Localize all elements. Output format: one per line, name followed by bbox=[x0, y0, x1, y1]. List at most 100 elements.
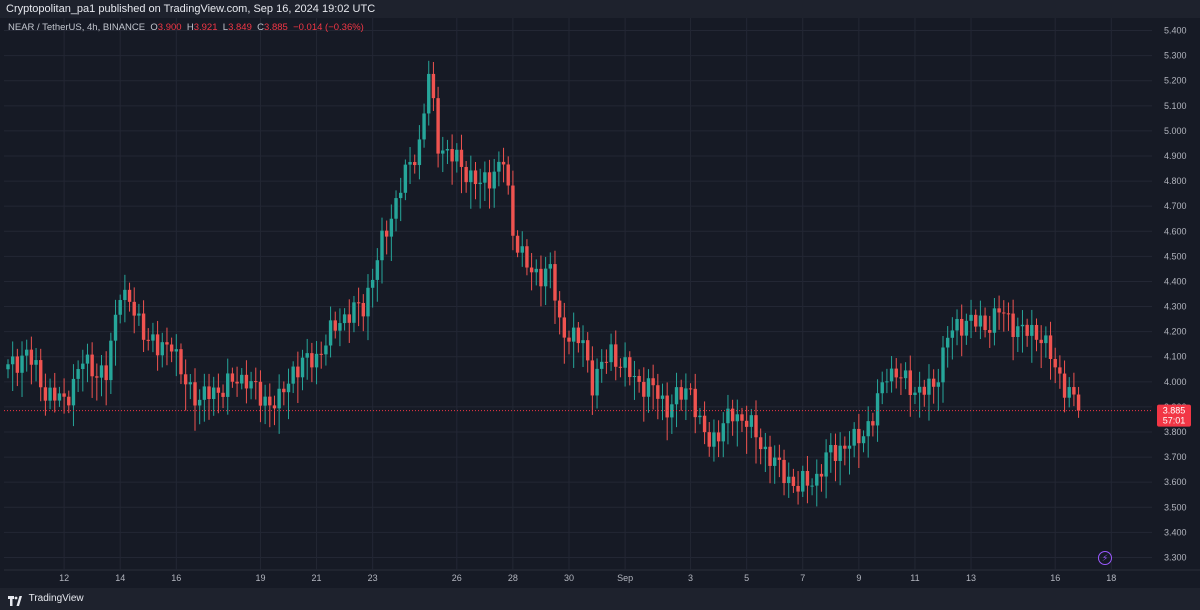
candle-body bbox=[768, 446, 772, 466]
publish-text: Cryptopolitan_pa1 published on TradingVi… bbox=[6, 3, 376, 15]
y-tick-label: 4.600 bbox=[1164, 226, 1187, 236]
candle-body bbox=[160, 342, 164, 356]
candle-body bbox=[1039, 339, 1043, 344]
candle-body bbox=[744, 420, 749, 427]
candle-body bbox=[263, 396, 267, 406]
candle-body bbox=[539, 268, 543, 287]
candle-body bbox=[25, 349, 29, 356]
candle-body bbox=[885, 381, 889, 383]
candle-body bbox=[366, 287, 370, 317]
candle-body bbox=[824, 452, 828, 477]
candle-body bbox=[10, 356, 15, 365]
candle-body bbox=[254, 381, 258, 383]
candle-body bbox=[226, 373, 230, 397]
high-label: H bbox=[186, 22, 194, 33]
candle-body bbox=[810, 485, 814, 487]
open-value: 3.900 bbox=[157, 22, 182, 33]
candle-body bbox=[642, 381, 646, 397]
candle-body bbox=[927, 378, 931, 395]
candle-body bbox=[969, 314, 973, 321]
candle-body bbox=[670, 404, 674, 418]
candlestick-chart[interactable]: 5.400 5.300 5.200 5.100 5.000 4.900 4.800 4.700… bbox=[0, 18, 1200, 588]
candle-body bbox=[829, 444, 833, 453]
candle-body bbox=[899, 377, 903, 379]
candle-body bbox=[272, 405, 277, 409]
candle-body bbox=[216, 387, 221, 393]
candle-body bbox=[688, 388, 693, 390]
candle-body bbox=[328, 320, 333, 346]
candle-body bbox=[282, 388, 286, 393]
candle-body bbox=[922, 386, 926, 395]
candle-body bbox=[197, 399, 202, 406]
candle-body bbox=[151, 334, 155, 341]
candle-body bbox=[497, 161, 501, 172]
y-tick-label: 4.900 bbox=[1164, 151, 1187, 161]
candle-body bbox=[169, 344, 174, 352]
x-tick-label: 19 bbox=[255, 573, 265, 583]
candle-body bbox=[6, 364, 10, 370]
x-tick-label: 16 bbox=[171, 573, 181, 583]
candle-body bbox=[698, 415, 702, 418]
candle-body bbox=[679, 387, 683, 400]
candle-body bbox=[1030, 324, 1034, 336]
candle-body bbox=[763, 446, 768, 450]
symbol-legend: NEAR / TetherUS, 4h, BINANCE O3.900 H3.9… bbox=[8, 22, 364, 34]
candle-body bbox=[258, 381, 263, 406]
candle-body bbox=[889, 368, 894, 382]
candle-body bbox=[1062, 373, 1067, 398]
y-tick-label: 4.300 bbox=[1164, 302, 1187, 312]
candle-body bbox=[113, 314, 118, 341]
candle-body bbox=[71, 378, 76, 406]
candle-body bbox=[487, 172, 492, 189]
candle-body bbox=[48, 387, 52, 401]
lightning-icon[interactable]: ⚡ bbox=[1098, 551, 1112, 565]
candle-body bbox=[721, 423, 725, 442]
price-axis-panel bbox=[1152, 18, 1200, 588]
candle-body bbox=[913, 392, 917, 396]
candle-body bbox=[586, 340, 590, 361]
x-tick-label: 5 bbox=[744, 573, 749, 583]
candle-body bbox=[866, 421, 870, 437]
x-tick-label: 18 bbox=[1106, 573, 1116, 583]
candle-body bbox=[422, 113, 426, 140]
candle-body bbox=[417, 139, 422, 166]
y-tick-label: 3.300 bbox=[1164, 552, 1187, 562]
candle-body bbox=[43, 387, 48, 401]
x-tick-label: Sep bbox=[617, 573, 633, 583]
candle-body bbox=[67, 396, 71, 406]
candle-body bbox=[193, 382, 197, 406]
candle-body bbox=[1016, 326, 1020, 337]
candle-body bbox=[347, 314, 351, 323]
low-value: 3.849 bbox=[228, 22, 252, 33]
candle-body bbox=[291, 366, 295, 384]
candle-body bbox=[712, 432, 716, 447]
candle-body bbox=[983, 315, 987, 331]
candle-body bbox=[726, 408, 730, 424]
candle-body bbox=[1067, 387, 1071, 398]
candle-body bbox=[693, 388, 697, 418]
candle-body bbox=[543, 268, 548, 287]
candle-body bbox=[436, 98, 440, 154]
candle-body bbox=[1072, 387, 1076, 395]
candle-body bbox=[394, 198, 398, 219]
candle-body bbox=[202, 386, 207, 400]
candle-body bbox=[609, 344, 613, 363]
low-label: L bbox=[222, 22, 229, 33]
candle-body bbox=[137, 313, 141, 316]
candle-body bbox=[174, 349, 178, 352]
candle-body bbox=[758, 437, 763, 450]
symbol-name: NEAR / TetherUS, 4h, BINANCE bbox=[8, 22, 146, 33]
y-tick-label: 3.400 bbox=[1164, 527, 1187, 537]
last-price-tag bbox=[1157, 404, 1191, 427]
candle-body bbox=[207, 386, 211, 400]
candle-body bbox=[244, 374, 249, 389]
candle-body bbox=[1058, 367, 1062, 374]
y-tick-label: 4.800 bbox=[1164, 176, 1187, 186]
candle-body bbox=[76, 369, 80, 379]
candle-body bbox=[805, 470, 810, 486]
candle-body bbox=[62, 393, 66, 397]
candle-body bbox=[132, 301, 136, 316]
candle-body bbox=[964, 320, 969, 336]
candle-body bbox=[1025, 324, 1029, 336]
x-tick-label: 12 bbox=[59, 573, 69, 583]
